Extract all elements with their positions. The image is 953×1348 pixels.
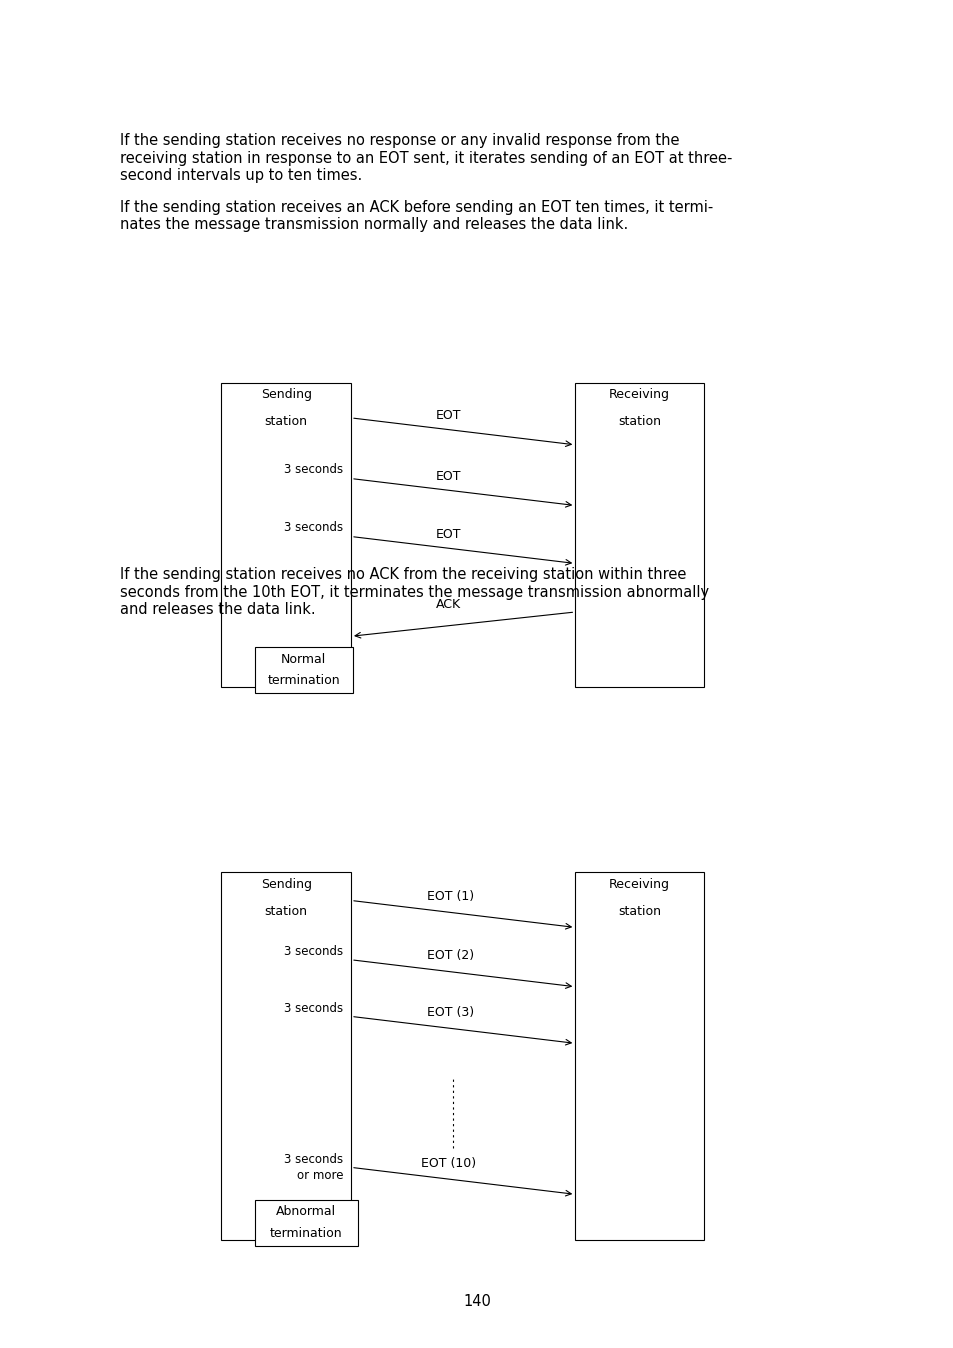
Text: 3 seconds: 3 seconds [284, 1153, 343, 1166]
Text: station: station [618, 415, 660, 429]
FancyBboxPatch shape [221, 872, 351, 1240]
Text: termination: termination [267, 674, 340, 687]
Text: EOT (1): EOT (1) [426, 890, 474, 903]
Text: and releases the data link.: and releases the data link. [120, 603, 315, 617]
Text: station: station [264, 905, 308, 918]
Text: EOT (3): EOT (3) [426, 1006, 474, 1019]
FancyBboxPatch shape [575, 383, 703, 687]
Text: Receiving: Receiving [609, 388, 669, 402]
Text: Abnormal: Abnormal [275, 1205, 336, 1219]
Text: If the sending station receives an ACK before sending an EOT ten times, it termi: If the sending station receives an ACK b… [120, 200, 713, 214]
FancyBboxPatch shape [575, 872, 703, 1240]
Text: 3 seconds: 3 seconds [284, 462, 343, 476]
Text: Normal: Normal [281, 652, 326, 666]
Text: station: station [264, 415, 308, 429]
Text: EOT: EOT [436, 527, 460, 541]
FancyBboxPatch shape [254, 1200, 357, 1246]
Text: termination: termination [270, 1227, 342, 1240]
Text: If the sending station receives no response or any invalid response from the: If the sending station receives no respo… [120, 133, 679, 148]
Text: 140: 140 [462, 1294, 491, 1309]
Text: 3 seconds: 3 seconds [284, 1002, 343, 1015]
Text: receiving station in response to an EOT sent, it iterates sending of an EOT at t: receiving station in response to an EOT … [120, 151, 732, 166]
Text: or more: or more [296, 1169, 343, 1182]
Text: station: station [618, 905, 660, 918]
Text: Sending: Sending [260, 878, 312, 891]
Text: ACK: ACK [436, 597, 460, 611]
Text: Receiving: Receiving [609, 878, 669, 891]
Text: Sending: Sending [260, 388, 312, 402]
Text: 3 seconds: 3 seconds [284, 520, 343, 534]
FancyBboxPatch shape [254, 647, 353, 693]
Text: EOT (2): EOT (2) [426, 949, 474, 962]
Text: If the sending station receives no ACK from the receiving station within three: If the sending station receives no ACK f… [120, 568, 685, 582]
Text: seconds from the 10th EOT, it terminates the message transmission abnormally: seconds from the 10th EOT, it terminates… [120, 585, 708, 600]
Text: nates the message transmission normally and releases the data link.: nates the message transmission normally … [120, 217, 628, 232]
Text: second intervals up to ten times.: second intervals up to ten times. [120, 168, 362, 183]
FancyBboxPatch shape [221, 383, 351, 687]
Text: EOT (10): EOT (10) [420, 1157, 476, 1170]
Text: EOT: EOT [436, 408, 460, 422]
Text: EOT: EOT [436, 469, 460, 483]
Text: 3 seconds: 3 seconds [284, 945, 343, 958]
